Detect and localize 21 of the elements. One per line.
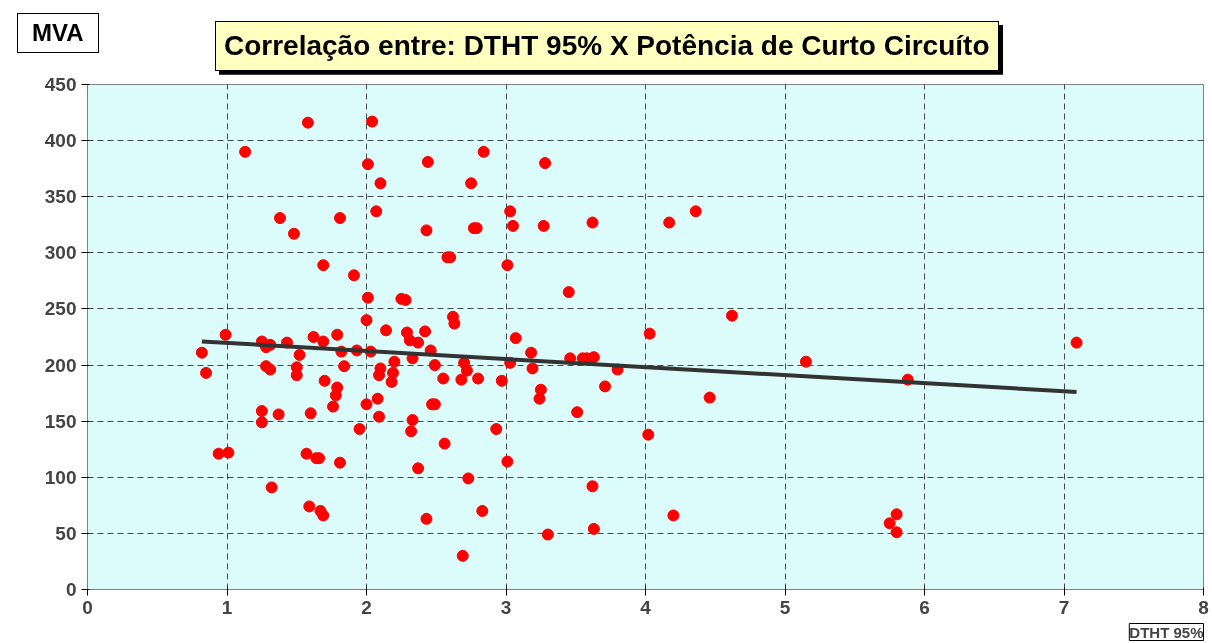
y-tick-label: 350 <box>44 186 77 208</box>
y-tick-label: 100 <box>44 466 77 488</box>
x-tick-label: 8 <box>1198 596 1209 618</box>
x-tick-label: 2 <box>361 596 372 618</box>
y-tick-label: 0 <box>65 579 77 600</box>
x-tick-label: 6 <box>919 596 930 618</box>
x-tick-label: 4 <box>640 596 652 618</box>
y-tick-label: 400 <box>44 130 77 152</box>
y-tick-label: 150 <box>44 410 77 432</box>
x-tick-label: 1 <box>221 596 233 618</box>
chart-title: Correlação entre: DTHT 95% X Potência de Curto Circuíto <box>215 21 999 71</box>
y-tick-label: 250 <box>44 298 77 320</box>
y-tick-label: 200 <box>44 354 77 376</box>
x-tick-label: 5 <box>779 596 791 618</box>
y-tick-label: 450 <box>44 74 77 95</box>
y-axis-title: MVA <box>17 13 99 54</box>
y-tick-label: 300 <box>44 242 77 264</box>
y-tick-label: 50 <box>55 522 77 544</box>
x-tick-label: 7 <box>1058 596 1070 618</box>
x-tick-label: 3 <box>500 596 512 618</box>
x-tick-label: 0 <box>82 596 93 618</box>
